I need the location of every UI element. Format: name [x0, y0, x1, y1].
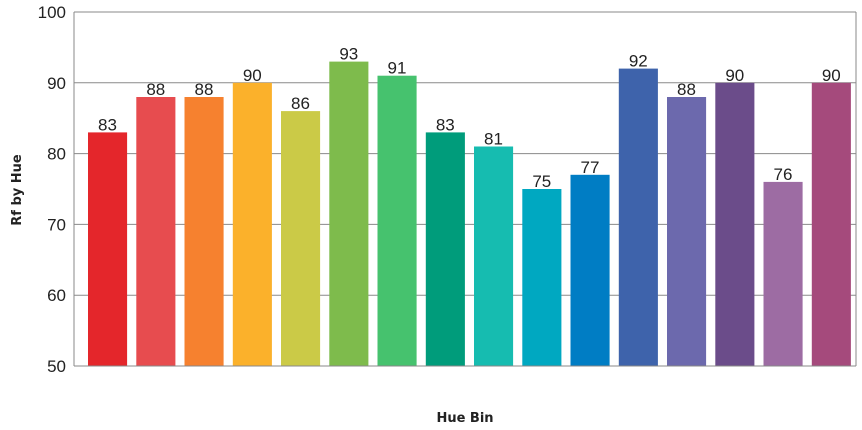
data-labels: 83 88 88 90 86 93 91 83 81 75 77 92 88 90 76 90 — [98, 45, 841, 191]
y-tick-label: 50 — [47, 357, 66, 376]
data-label-16: 90 — [822, 66, 841, 85]
y-tick-label: 100 — [38, 3, 66, 22]
data-label-5: 86 — [291, 94, 310, 113]
data-label-6: 93 — [339, 45, 358, 64]
bar-6 — [329, 61, 369, 366]
data-label-9: 81 — [484, 130, 503, 149]
bar-8 — [425, 132, 465, 366]
bar-2 — [136, 97, 176, 366]
data-label-7: 91 — [388, 59, 407, 78]
data-label-10: 75 — [532, 172, 551, 191]
bar-12 — [618, 68, 658, 366]
bar-7 — [377, 75, 417, 366]
y-tick-labels: 50 60 70 80 90 100 — [38, 3, 66, 376]
axes — [73, 11, 857, 367]
y-tick-label: 70 — [47, 215, 66, 234]
data-label-15: 76 — [774, 165, 793, 184]
y-tick-label: 60 — [47, 286, 66, 305]
data-label-13: 88 — [677, 80, 696, 99]
data-label-12: 92 — [629, 52, 648, 71]
bar-5 — [281, 111, 321, 366]
data-label-11: 77 — [581, 158, 600, 177]
bar-9 — [474, 146, 514, 366]
x-axis-title: Hue Bin — [436, 411, 493, 426]
bar-11 — [570, 174, 610, 366]
data-label-14: 90 — [725, 66, 744, 85]
data-label-1: 83 — [98, 115, 117, 134]
data-label-4: 90 — [243, 66, 262, 85]
y-tick-label: 90 — [47, 74, 66, 93]
data-label-8: 83 — [436, 115, 455, 134]
bar-10 — [522, 189, 562, 366]
bar-4 — [232, 82, 272, 367]
data-label-3: 88 — [195, 80, 214, 99]
bar-16 — [811, 82, 851, 367]
y-axis-title: Rf by Hue — [10, 154, 25, 226]
bar-3 — [184, 97, 224, 366]
data-label-2: 88 — [146, 80, 165, 99]
y-tick-label: 80 — [47, 145, 66, 164]
bar-13 — [667, 97, 707, 366]
bar-1 — [88, 132, 128, 366]
bars — [88, 61, 851, 367]
bar-15 — [763, 181, 803, 366]
bar-14 — [715, 82, 755, 367]
